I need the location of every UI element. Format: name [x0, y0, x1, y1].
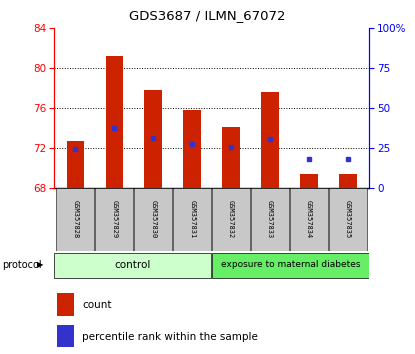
Text: GSM357833: GSM357833: [267, 200, 273, 239]
Bar: [261, 92, 279, 188]
Bar: [57, 325, 74, 347]
Text: ▶: ▶: [37, 260, 44, 269]
Bar: [183, 110, 201, 188]
Bar: [57, 293, 74, 316]
Bar: [54, 253, 211, 278]
Text: GSM357831: GSM357831: [189, 200, 195, 239]
Bar: [144, 90, 162, 188]
Bar: [134, 188, 172, 251]
Text: GSM357834: GSM357834: [306, 200, 312, 239]
Bar: [290, 188, 328, 251]
Text: GSM357832: GSM357832: [228, 200, 234, 239]
Text: protocol: protocol: [2, 260, 42, 270]
Bar: [339, 174, 357, 188]
Bar: [173, 188, 211, 251]
Text: GSM357829: GSM357829: [111, 200, 117, 239]
Text: GDS3687 / ILMN_67072: GDS3687 / ILMN_67072: [129, 9, 286, 22]
Text: GSM357835: GSM357835: [345, 200, 351, 239]
Bar: [105, 56, 123, 188]
Bar: [251, 188, 289, 251]
Text: control: control: [115, 260, 151, 270]
Bar: [300, 174, 318, 188]
Text: percentile rank within the sample: percentile rank within the sample: [82, 331, 258, 342]
Text: count: count: [82, 300, 112, 310]
Bar: [222, 127, 240, 188]
Bar: [66, 141, 84, 188]
Bar: [329, 188, 367, 251]
Bar: [212, 188, 250, 251]
Bar: [56, 188, 95, 251]
Bar: [95, 188, 133, 251]
Text: GSM357828: GSM357828: [72, 200, 78, 239]
Text: GSM357830: GSM357830: [150, 200, 156, 239]
Text: exposure to maternal diabetes: exposure to maternal diabetes: [221, 261, 360, 269]
Bar: [212, 253, 369, 278]
